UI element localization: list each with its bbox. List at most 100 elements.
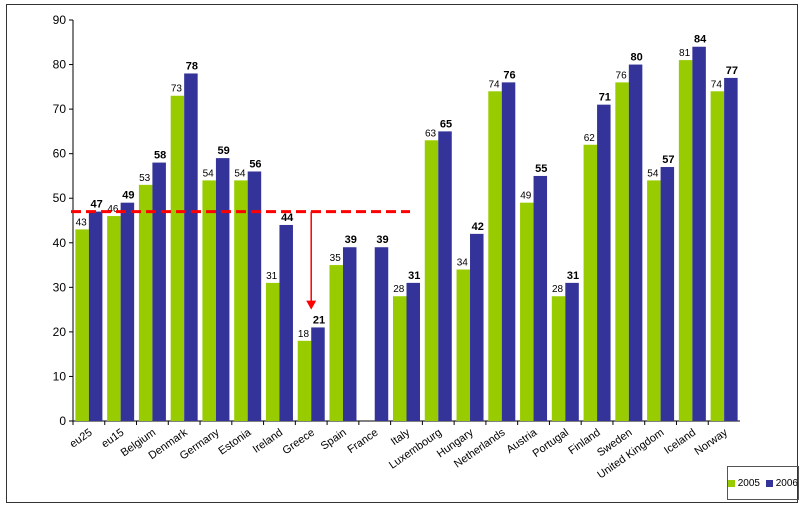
data-label-2005: 18 — [298, 329, 310, 340]
y-tick-label: 90 — [53, 13, 67, 27]
data-label-2005: 81 — [679, 48, 691, 59]
bar-2005-norway — [710, 91, 725, 422]
x-tick-label: Greece — [280, 427, 316, 458]
reference-overlay — [71, 210, 410, 310]
bars — [75, 46, 738, 422]
x-tick-label: Iceland — [662, 427, 698, 457]
annotation-arrow-head — [306, 300, 317, 310]
y-tick-label: 0 — [59, 414, 66, 428]
bar-2005-iceland — [678, 60, 693, 421]
data-label-2006: 31 — [408, 270, 420, 282]
legend: 2005 2006 — [727, 466, 799, 500]
data-label-2005: 54 — [203, 168, 215, 179]
data-label-2005: 74 — [488, 79, 500, 90]
bar-2005-luxembourg — [424, 140, 439, 422]
data-label-2005: 76 — [616, 70, 628, 81]
chart-frame — [6, 4, 798, 503]
bar-2006-italy — [406, 282, 420, 421]
data-label-2006: 56 — [249, 158, 261, 170]
bar-2005-italy — [393, 296, 407, 421]
y-tick-label: 60 — [53, 147, 67, 161]
x-tick-label: Portugal — [531, 427, 571, 460]
x-tick-label: Norway — [692, 426, 730, 458]
legend-label-2006: 2006 — [775, 477, 798, 489]
data-label-2005: 53 — [139, 173, 151, 184]
y-tick-label: 70 — [53, 102, 67, 116]
bar-2005-greece — [297, 340, 312, 421]
bar-2006-luxembourg — [438, 131, 452, 421]
bar-2006-sweden — [628, 64, 643, 422]
x-tick-label: eu25 — [68, 427, 95, 451]
bar-2005-hungary — [456, 269, 471, 421]
x-tick-label: Spain — [319, 427, 349, 453]
data-label-2005: 73 — [171, 84, 183, 95]
bar-2006-eu25 — [88, 211, 103, 421]
data-label-2006: 80 — [630, 52, 642, 64]
data-label-2006: 21 — [313, 314, 325, 326]
y-tick-label: 30 — [53, 280, 67, 294]
bar-2006-norway — [724, 77, 738, 421]
bar-2006-denmark — [184, 73, 198, 421]
legend-swatch-2006 — [766, 479, 773, 487]
x-tick-label: Estonia — [216, 426, 254, 457]
data-label-2006: 55 — [535, 163, 547, 175]
x-tick-label: Italy — [389, 426, 413, 448]
y-tick-label: 10 — [53, 369, 67, 383]
data-label-2006: 58 — [154, 150, 166, 162]
bar-2006-eu15 — [120, 202, 135, 421]
y-tick-label: 80 — [53, 58, 67, 72]
bar-2006-ireland — [279, 224, 293, 421]
data-label-2006: 57 — [662, 154, 674, 166]
bar-2006-austria — [533, 175, 548, 421]
bar-2005-finland — [583, 144, 598, 421]
bar-2006-greece — [311, 327, 325, 421]
bar-2005-ireland — [265, 282, 280, 421]
data-label-2006: 65 — [440, 118, 452, 130]
data-label-2006: 76 — [503, 69, 515, 81]
bar-2006-spain — [342, 247, 357, 421]
data-label-2006: 39 — [376, 234, 388, 246]
data-label-2006: 84 — [694, 34, 707, 46]
data-label-2006: 31 — [567, 270, 579, 282]
bar-2005-portugal — [551, 296, 566, 421]
y-tick-label: 50 — [53, 191, 67, 205]
data-label-2005: 49 — [520, 191, 532, 202]
x-tick-label: Ireland — [251, 427, 285, 456]
bar-2005-estonia — [234, 180, 248, 421]
x-tick-label: France — [346, 427, 381, 456]
data-label-2005: 28 — [552, 284, 564, 295]
data-label-2005: 62 — [584, 133, 596, 144]
bar-2006-netherlands — [501, 82, 516, 421]
bar-2005-belgium — [138, 184, 153, 421]
bar-2005-united-kingdom — [647, 180, 661, 421]
data-label-2006: 78 — [186, 60, 198, 72]
data-label-2005: 54 — [234, 168, 246, 179]
bar-2005-eu25 — [75, 229, 89, 421]
bar-2005-eu15 — [107, 216, 121, 421]
data-label-2006: 49 — [122, 190, 134, 202]
data-label-2006: 39 — [345, 234, 357, 246]
bar-2006-finland — [597, 104, 611, 422]
bar-2006-iceland — [692, 46, 706, 421]
data-label-2005: 34 — [457, 258, 469, 269]
y-tick-label: 20 — [53, 325, 67, 339]
data-label-2006: 77 — [726, 65, 738, 77]
data-label-2005: 63 — [425, 128, 437, 139]
data-label-2005: 43 — [76, 217, 88, 228]
bar-2006-united-kingdom — [660, 167, 675, 421]
data-label-2005: 54 — [647, 168, 659, 179]
data-label-2006: 47 — [91, 199, 103, 211]
bar-2005-spain — [329, 265, 343, 421]
data-label-2005: 35 — [330, 253, 342, 264]
bar-2005-austria — [520, 202, 534, 421]
y-tick-label: 40 — [53, 236, 67, 250]
data-label-2005: 46 — [107, 204, 119, 215]
bar-2006-belgium — [152, 162, 166, 422]
data-label-2006: 71 — [599, 92, 611, 104]
bar-2005-denmark — [170, 95, 185, 421]
bar-2006-france — [374, 247, 389, 421]
data-label-2005: 31 — [266, 271, 278, 282]
data-label-2006: 44 — [281, 212, 294, 224]
